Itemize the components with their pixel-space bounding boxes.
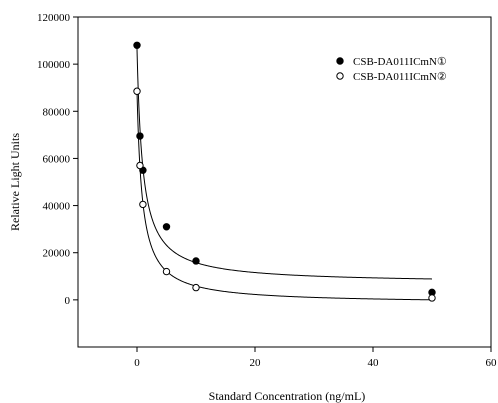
fit-curve — [136, 48, 433, 280]
y-tick-label: 40000 — [43, 201, 71, 213]
y-tick-label: 0 — [65, 295, 71, 307]
data-point-open — [139, 200, 147, 209]
data-point-open — [192, 283, 200, 292]
data-point-open — [162, 267, 171, 276]
y-tick-label: 60000 — [43, 153, 71, 165]
y-axis-title: Relative Light Units — [8, 133, 22, 231]
data-point-filled — [136, 132, 144, 140]
fit-curves — [136, 48, 433, 301]
x-tick-label: 0 — [134, 357, 140, 369]
fit-curve — [136, 91, 433, 301]
y-tick-label: 120000 — [37, 12, 71, 24]
legend-marker — [336, 72, 344, 80]
data-point-filled — [133, 41, 141, 49]
data-point-open — [133, 87, 141, 95]
legend: CSB-DA011ICmN① CSB-DA011ICmN② — [336, 56, 447, 83]
legend-label: CSB-DA011ICmN② — [353, 71, 447, 83]
data-point-filled — [162, 223, 171, 231]
x-tick-label: 20 — [250, 357, 262, 369]
data-point-open — [428, 294, 436, 302]
data-point-open — [136, 161, 144, 170]
legend-label: CSB-DA011ICmN① — [353, 56, 447, 68]
plot-frame — [77, 16, 492, 348]
data-points — [133, 41, 436, 302]
x-tick-label: 40 — [368, 357, 380, 369]
axis-ticks: 0 20 40 60 0 20000 40000 60000 80000 100000 120000 — [37, 12, 497, 369]
y-tick-label: 100000 — [37, 59, 71, 71]
data-point-filled — [192, 257, 200, 265]
legend-marker — [336, 57, 344, 65]
y-tick-label: 80000 — [43, 106, 71, 118]
x-axis-title: Standard Concentration (ng/mL) — [209, 389, 366, 403]
x-tick-label: 60 — [486, 357, 498, 369]
y-tick-label: 20000 — [43, 248, 71, 260]
